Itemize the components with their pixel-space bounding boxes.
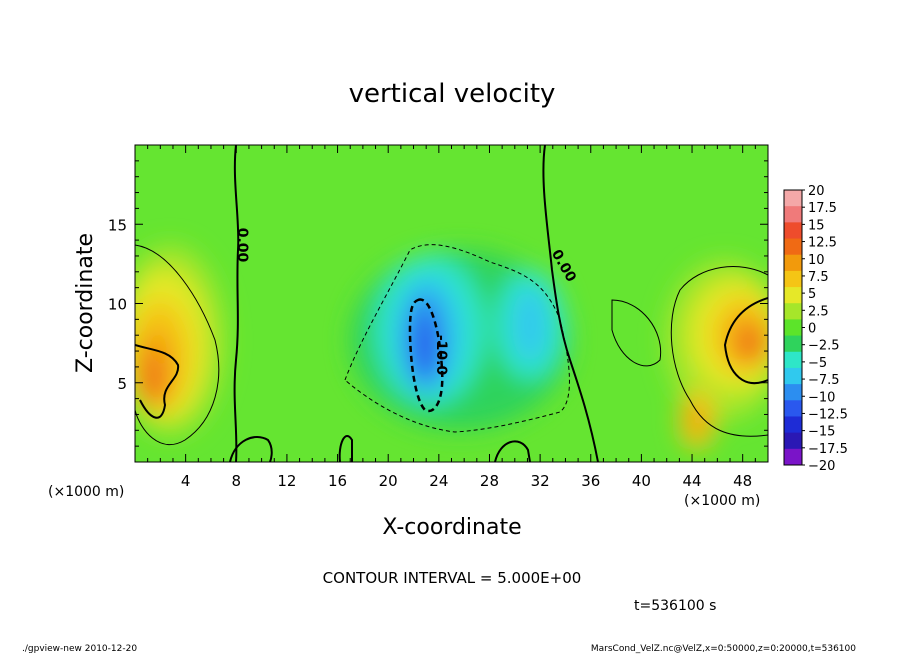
central-downdraft [350, 250, 570, 430]
x-unit-right: (×1000 m) [684, 493, 760, 509]
x-axis-label: X-coordinate [382, 515, 521, 540]
colorbar-swatch [784, 303, 802, 320]
x-tick-label: 28 [480, 472, 499, 490]
left-updraft-contour [135, 244, 220, 446]
colorbar-swatch [784, 335, 802, 353]
colorbar-swatch [784, 270, 802, 288]
colorbar-label: 0 [808, 322, 816, 337]
zero-contour-left [233, 145, 240, 462]
colorbar-label: −12.5 [808, 407, 848, 422]
x-tick-label: 32 [531, 472, 550, 490]
strong-downdraft-contour [408, 298, 444, 413]
x-tick-label: 16 [328, 472, 347, 490]
y-tick-label: 10 [108, 296, 127, 314]
x-tick-label: 48 [733, 472, 752, 490]
right-updraft [665, 260, 768, 450]
colorbar-label: −2.5 [808, 339, 840, 354]
left-strong-contour [135, 344, 180, 419]
right-strong-contour [723, 297, 768, 385]
contours [135, 145, 768, 462]
colorbar-swatch [784, 448, 802, 466]
colorbar-label: 10 [808, 253, 825, 268]
y-axis-label: Z-coordinate [73, 233, 98, 373]
colorbar-swatch [784, 416, 802, 434]
zero-contour-right [542, 145, 599, 462]
x-tick-label: 20 [379, 472, 398, 490]
x-tick-label: 4 [181, 472, 191, 490]
colorbar-label: −20 [808, 459, 835, 474]
colorbar-swatch [784, 432, 802, 450]
colorbar-label: 15 [808, 218, 825, 233]
contour-interval: CONTOUR INTERVAL = 5.000E+00 [323, 569, 582, 587]
colorbar-label: −10 [808, 390, 835, 405]
x-tick-label: 24 [429, 472, 448, 490]
colorbar-swatch [784, 190, 802, 207]
y-tick-label: 15 [108, 216, 127, 234]
colorbar-swatch [784, 222, 802, 240]
colorbar-label: 2.5 [808, 304, 829, 319]
y-axis: 5 10 15 [108, 160, 768, 447]
colorbar-swatch [784, 238, 802, 256]
y-tick-label: 5 [117, 375, 127, 393]
colorbar-swatch [784, 319, 802, 337]
colorbar: 20 17.5 15 12.5 10 7.5 5 2.5 0 −2.5 −5 −7.5 −10 −12.5… [783, 184, 848, 474]
x-tick-label: 40 [632, 472, 651, 490]
contour-label-left: 0.00 [234, 228, 250, 263]
source-label: MarsCond_VelZ.nc@VelZ,x=0:50000,z=0:2000… [591, 644, 856, 654]
x-axis: 4 8 12 16 20 24 28 32 36 40 44 48 [147, 145, 756, 490]
colorbar-label: 7.5 [808, 270, 829, 285]
x-tick-label: 8 [232, 472, 242, 490]
colorbar-label: −7.5 [808, 373, 840, 388]
contour-label-center: -10.0 [433, 335, 449, 376]
colorbar-label: 20 [808, 184, 825, 199]
downdraft-contour [344, 244, 570, 433]
program-label: ./gpview-new 2010-12-20 [22, 644, 137, 654]
x-tick-label: 36 [581, 472, 600, 490]
left-updraft [135, 245, 225, 435]
colorbar-swatch [784, 287, 802, 304]
colorbar-swatch [784, 254, 802, 272]
velocity-field: 0.00 0.00 -10.0 [135, 145, 768, 462]
colorbar-label: 17.5 [808, 201, 837, 216]
colorbar-swatch [784, 351, 802, 369]
x-tick-label: 44 [682, 472, 701, 490]
right-updraft-contour [670, 266, 768, 437]
chart-title: vertical velocity [349, 79, 556, 109]
time-label: t=536100 s [634, 598, 716, 614]
colorbar-swatch [784, 384, 802, 401]
colorbar-label: 5 [808, 287, 816, 302]
colorbar-swatch [784, 400, 802, 417]
x-unit-left: (×1000 m) [48, 484, 124, 500]
colorbar-label: −5 [808, 356, 827, 371]
colorbar-label: 12.5 [808, 236, 837, 251]
x-tick-label: 12 [277, 472, 296, 490]
colorbar-swatch [784, 367, 802, 385]
colorbar-label: −15 [808, 425, 835, 440]
colorbar-swatch [784, 206, 802, 223]
colorbar-label: −17.5 [808, 442, 848, 457]
